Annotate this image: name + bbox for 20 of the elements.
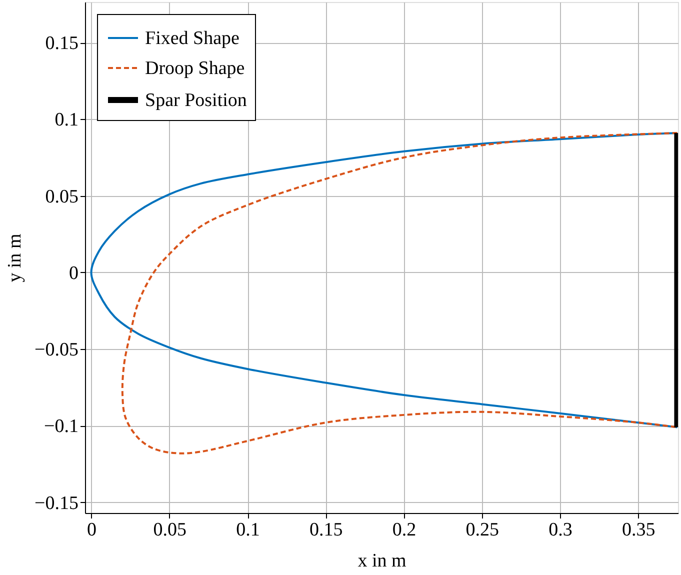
y-axis-title: y in m bbox=[4, 234, 26, 282]
x-tick-label: 0 bbox=[87, 520, 96, 540]
y-tick-label: −0.05 bbox=[34, 340, 78, 361]
x-tick-label: 0.1 bbox=[236, 520, 260, 540]
y-tick-label: 0.05 bbox=[45, 186, 78, 208]
legend-label: Fixed Shape bbox=[145, 28, 240, 49]
y-tick-label: 0.1 bbox=[54, 110, 78, 131]
x-axis-title: x in m bbox=[358, 550, 406, 572]
y-tick-label: 0 bbox=[69, 262, 78, 284]
x-tick-label: 0.05 bbox=[153, 520, 187, 540]
legend-label: Droop Shape bbox=[145, 58, 245, 79]
x-tick-label: 0.35 bbox=[622, 520, 656, 540]
x-tick-label: 0.2 bbox=[392, 520, 416, 540]
y-tick-label: −0.1 bbox=[44, 416, 78, 438]
y-tick-label: 0.15 bbox=[45, 33, 78, 54]
x-tick-label: 0.15 bbox=[310, 520, 343, 540]
y-tick-label: −0.15 bbox=[34, 492, 78, 514]
x-tick-label: 0.3 bbox=[548, 520, 572, 540]
x-tick-label: 0.25 bbox=[466, 520, 500, 540]
legend-label: Spar Position bbox=[145, 90, 248, 111]
